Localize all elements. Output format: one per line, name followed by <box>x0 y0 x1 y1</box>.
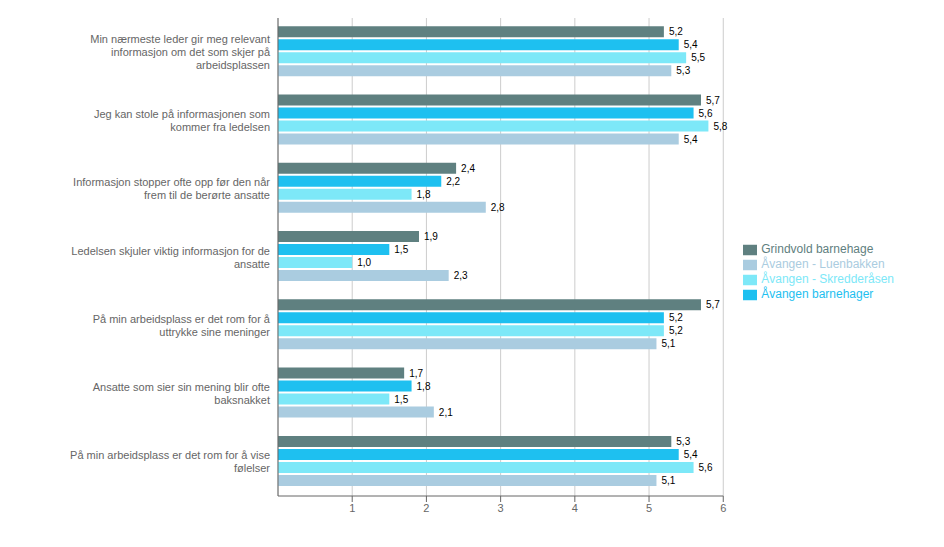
html-text:Grindvold barnehage: Grindvold barnehage <box>761 242 874 257</box>
svg-text:5,8: 5,8 <box>713 121 727 132</box>
svg-text:1,5: 1,5 <box>394 394 408 405</box>
svg-text:5,1: 5,1 <box>661 338 675 349</box>
svg-text:5,2: 5,2 <box>669 312 683 323</box>
svg-text:2,8: 2,8 <box>491 202 505 213</box>
svg-text:5,4: 5,4 <box>684 39 698 50</box>
svg-text:1: 1 <box>349 502 355 514</box>
svg-text:2,4: 2,4 <box>461 163 475 174</box>
svg-text:2,1: 2,1 <box>439 407 453 418</box>
svg-text:Ansatte som sier sin mening bl: Ansatte som sier sin mening blir oftebak… <box>93 381 270 406</box>
html-text:Åvangen - Skredderåsen: Åvangen - Skredderåsen <box>761 272 894 286</box>
svg-text:5,7: 5,7 <box>706 95 720 106</box>
html-text:Åvangen - Luenbakken: Åvangen - Luenbakken <box>761 257 885 272</box>
svg-text:5,3: 5,3 <box>676 65 690 76</box>
svg-text:1,0: 1,0 <box>357 257 371 268</box>
svg-text:1,8: 1,8 <box>417 381 431 392</box>
svg-text:Ledelsen skjuler viktig inform: Ledelsen skjuler viktig informasjon for … <box>71 245 270 270</box>
svg-text:6: 6 <box>720 502 726 514</box>
svg-text:5,2: 5,2 <box>669 325 683 336</box>
svg-text:1,9: 1,9 <box>424 231 438 242</box>
svg-text:På min arbeidsplass er det rom: På min arbeidsplass er det rom for å vis… <box>70 449 270 474</box>
svg-text:5,7: 5,7 <box>706 299 720 310</box>
svg-text:1,7: 1,7 <box>409 368 423 379</box>
svg-text:3: 3 <box>498 502 504 514</box>
svg-text:2,3: 2,3 <box>454 270 468 281</box>
svg-text:5,3: 5,3 <box>676 436 690 447</box>
svg-text:Informasjon stopper ofte opp f: Informasjon stopper ofte opp før den når… <box>73 176 270 201</box>
svg-text:5,6: 5,6 <box>699 108 713 119</box>
svg-text:5: 5 <box>646 502 652 514</box>
svg-text:4: 4 <box>572 502 578 514</box>
svg-text:1,5: 1,5 <box>394 244 408 255</box>
svg-text:5,2: 5,2 <box>669 26 683 37</box>
svg-text:2: 2 <box>423 502 429 514</box>
svg-text:1,8: 1,8 <box>417 189 431 200</box>
svg-text:5,4: 5,4 <box>684 449 698 460</box>
html-text:Åvangen barnehager: Åvangen barnehager <box>761 286 874 301</box>
svg-text:Min nærmeste leder gir meg rel: Min nærmeste leder gir meg relevantinfor… <box>90 33 271 71</box>
svg-text:2,2: 2,2 <box>446 176 460 187</box>
svg-text:5,4: 5,4 <box>684 134 698 145</box>
svg-text:Jeg kan stole på informasjonen: Jeg kan stole på informasjonen somkommer… <box>94 108 270 133</box>
svg-text:5,1: 5,1 <box>661 475 675 486</box>
svg-text:5,6: 5,6 <box>699 462 713 473</box>
svg-text:På min arbeidsplass er det rom: På min arbeidsplass er det rom for åuttr… <box>93 313 271 338</box>
svg-text:5,5: 5,5 <box>691 52 705 63</box>
